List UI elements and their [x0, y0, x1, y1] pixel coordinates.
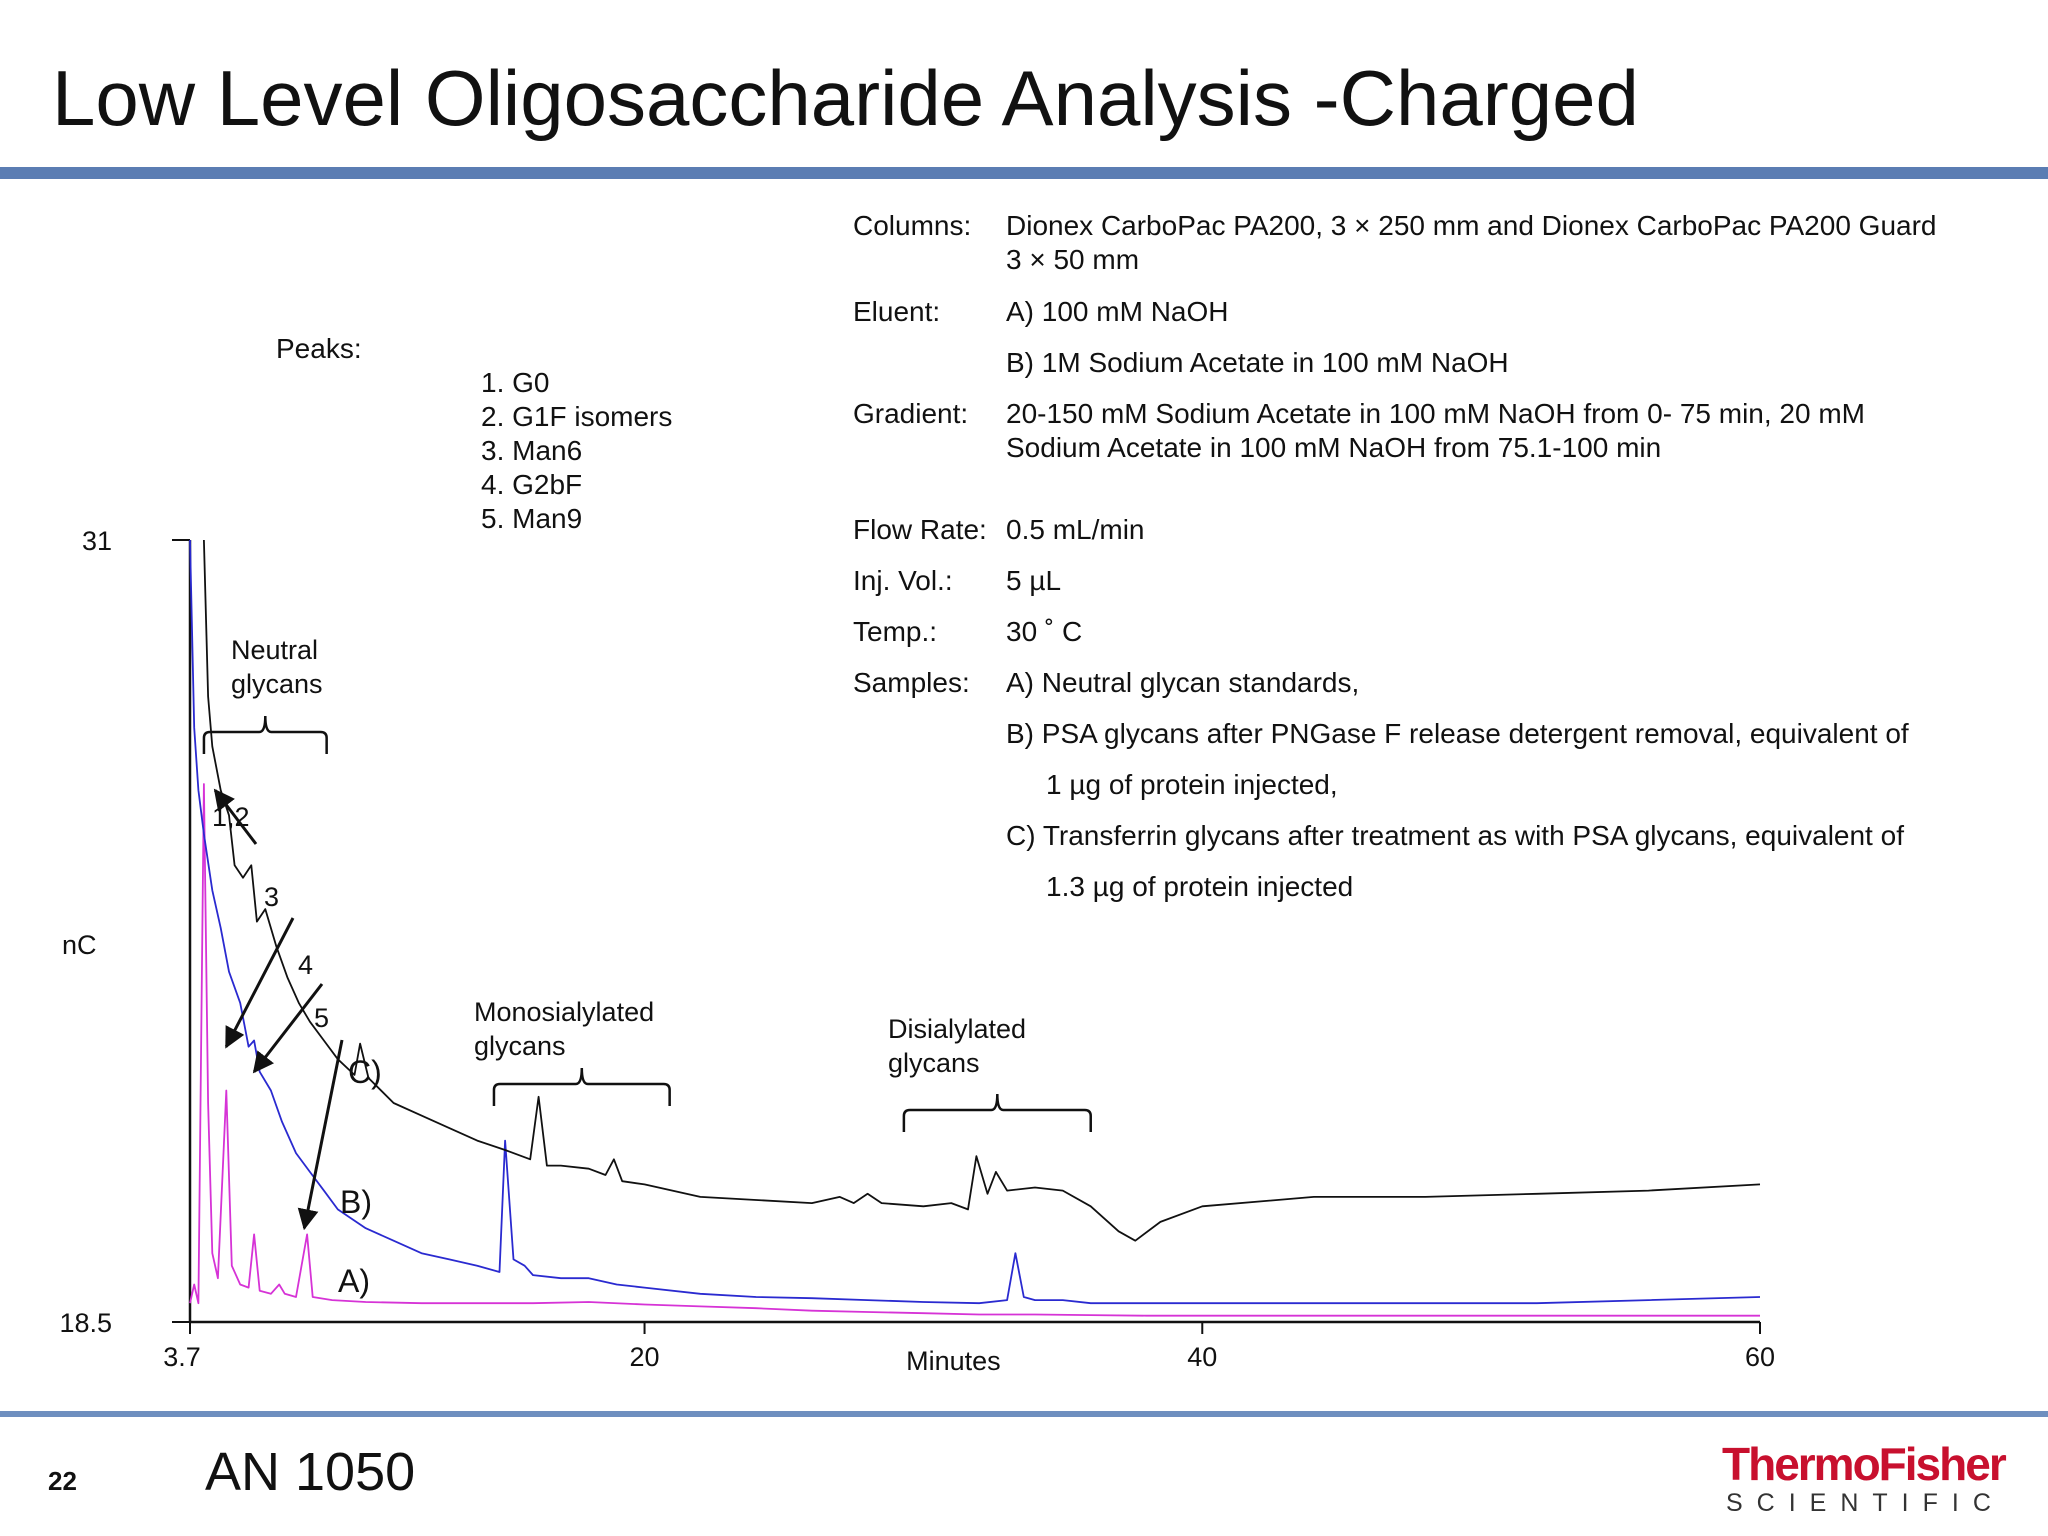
- temp-label: Temp.:: [853, 616, 938, 647]
- footer-divider: [0, 1411, 2048, 1417]
- gradient-value: Sodium Acetate in 100 mM NaOH from 75.1-…: [1006, 432, 1662, 463]
- peaks-list: 1. G0 2. G1F isomers 3. Man6 4. G2bF 5. …: [481, 366, 672, 536]
- series-line-c: [203, 539, 1761, 1242]
- logo-line1: ThermoFisher: [1722, 1438, 2007, 1490]
- peak-arrow: [224, 917, 295, 1049]
- neutral-glycans-label: glycans: [231, 669, 323, 699]
- x-tick-label: 40: [1187, 1342, 1217, 1372]
- slide-title: Low Level Oligosaccharide Analysis -Char…: [52, 54, 1639, 142]
- peak-number-label: 4: [298, 950, 313, 980]
- peak-arrow: [297, 1039, 344, 1231]
- samples-value: C) Transferrin glycans after treatment a…: [1006, 820, 1904, 851]
- logo-line2: SCIENTIFIC: [1726, 1489, 2005, 1517]
- samples-value: 1 µg of protein injected,: [1046, 769, 1338, 800]
- x-axis-label: Minutes: [906, 1346, 1001, 1376]
- y-axis-label: nC: [62, 930, 97, 960]
- samples-label: Samples:: [853, 667, 970, 698]
- y-tick-label: 18.5: [59, 1308, 112, 1338]
- series-line-b: [189, 539, 1761, 1305]
- samples-value: A) Neutral glycan standards,: [1006, 667, 1360, 698]
- gradient-label: Gradient:: [853, 398, 969, 429]
- samples-value: 1.3 µg of protein injected: [1046, 871, 1354, 902]
- series-label: B): [340, 1184, 372, 1220]
- disialylated-glycans-bracket: [902, 1093, 1092, 1132]
- header-divider: [0, 167, 2048, 179]
- series-line-a: [189, 783, 1760, 1317]
- columns-value: Dionex CarboPac PA200, 3 × 250 mm and Di…: [1006, 210, 1937, 241]
- x-tick-label: 3.7: [163, 1342, 201, 1372]
- flow-rate-value: 0.5 mL/min: [1006, 514, 1145, 545]
- neutral-glycans-bracket: [202, 715, 328, 754]
- peaks-heading: Peaks:: [276, 333, 362, 364]
- peak-number-label: 5: [314, 1003, 329, 1033]
- peak-item: 4. G2bF: [481, 469, 583, 500]
- inj-vol-value: 5 µL: [1006, 565, 1062, 596]
- peak-arrow: [213, 788, 258, 845]
- series-label: C): [348, 1054, 382, 1090]
- inj-vol-label: Inj. Vol.:: [853, 565, 953, 596]
- disialylated-glycans-label: glycans: [888, 1048, 980, 1078]
- columns-value: 3 × 50 mm: [1006, 244, 1140, 275]
- monosialylated-glycans-label: Monosialylated: [474, 997, 654, 1027]
- y-tick-label: 31: [82, 526, 112, 556]
- company-logo: ThermoFisher SCIENTIFIC: [1722, 1438, 2007, 1518]
- x-tick-label: 60: [1745, 1342, 1775, 1372]
- peak-item: 3. Man6: [481, 435, 583, 466]
- eluent-value: A) 100 mM NaOH: [1006, 296, 1229, 327]
- samples-value: B) PSA glycans after PNGase F release de…: [1006, 718, 1909, 749]
- neutral-glycans-label: Neutral: [231, 635, 318, 665]
- monosialylated-glycans-label: glycans: [474, 1031, 566, 1061]
- page-number: 22: [48, 1466, 77, 1496]
- series-label: A): [338, 1263, 370, 1299]
- temp-value: 30 ˚ C: [1006, 616, 1083, 647]
- disialylated-glycans-label: Disialylated: [888, 1014, 1026, 1044]
- peak-item: 2. G1F isomers: [481, 401, 673, 432]
- columns-label: Columns:: [853, 210, 972, 241]
- peak-item: 5. Man9: [481, 503, 583, 534]
- peak-number-label: 3: [264, 882, 279, 912]
- footer-label: AN 1050: [205, 1442, 416, 1502]
- eluent-label: Eluent:: [853, 296, 941, 327]
- peak-arrow: [252, 983, 324, 1074]
- eluent-value: B) 1M Sodium Acetate in 100 mM NaOH: [1006, 347, 1509, 378]
- peak-item: 1. G0: [481, 367, 550, 398]
- flow-rate-label: Flow Rate:: [853, 514, 987, 545]
- gradient-value: 20-150 mM Sodium Acetate in 100 mM NaOH …: [1006, 398, 1865, 429]
- monosialylated-glycans-bracket: [492, 1067, 671, 1106]
- x-tick-label: 20: [630, 1342, 660, 1372]
